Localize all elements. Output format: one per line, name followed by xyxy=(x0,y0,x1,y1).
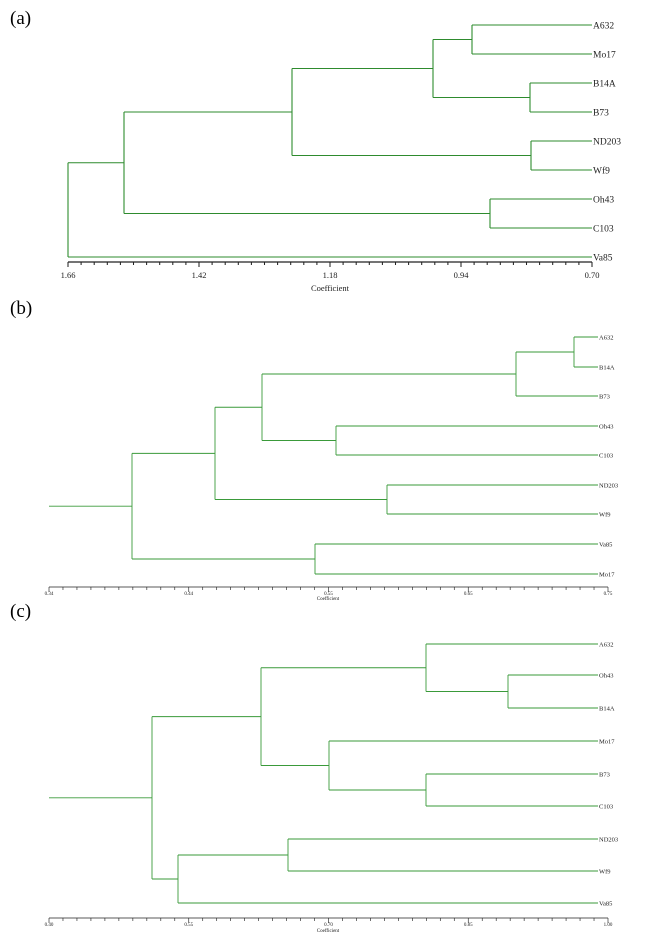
leaf-label: Mo17 xyxy=(593,50,616,60)
leaf-label: Oh43 xyxy=(593,195,614,205)
axis-tick-label: 0.65 xyxy=(464,592,473,597)
axis-title: Coefficient xyxy=(311,283,350,293)
leaf-label: B14A xyxy=(599,364,615,371)
leaf-label: ND203 xyxy=(599,836,618,843)
leaf-label: B14A xyxy=(599,705,615,712)
leaf-label: Mo17 xyxy=(599,738,615,745)
axis-tick-label: 0.55 xyxy=(184,923,193,928)
leaf-label: C103 xyxy=(593,224,614,234)
axis-tick-label: 0.70 xyxy=(324,923,333,928)
leaf-label: C103 xyxy=(599,803,613,810)
axis-tick-label: 0.40 xyxy=(45,923,54,928)
leaf-label: ND203 xyxy=(593,137,621,147)
leaf-label: A632 xyxy=(599,641,613,648)
leaf-label: B14A xyxy=(593,79,616,89)
axis-tick-label: 0.44 xyxy=(184,592,193,597)
axis-title: Coefficient xyxy=(317,597,340,602)
leaf-label: Va85 xyxy=(599,541,612,548)
axis-tick-label: 1.18 xyxy=(323,270,338,280)
axis-tick-label: 0.70 xyxy=(585,270,600,280)
leaf-label: B73 xyxy=(599,393,610,400)
panel-label-a: (a) xyxy=(10,8,32,29)
leaf-label: Va85 xyxy=(593,253,613,263)
leaf-label: Wf9 xyxy=(599,868,611,875)
axis-tick-label: 0.34 xyxy=(45,592,54,597)
leaf-label: Oh43 xyxy=(599,672,613,679)
leaf-label: Mo17 xyxy=(599,571,615,578)
leaf-label: C103 xyxy=(599,452,613,459)
leaf-label: A632 xyxy=(593,21,614,31)
leaf-label: B73 xyxy=(593,108,609,118)
leaf-label: ND203 xyxy=(599,482,618,489)
leaf-label: Oh43 xyxy=(599,423,613,430)
leaf-label: B73 xyxy=(599,771,610,778)
axis-tick-label: 0.94 xyxy=(454,270,470,280)
leaf-label: Wf9 xyxy=(593,165,610,176)
leaf-label: Wf9 xyxy=(599,511,611,518)
leaf-label: A632 xyxy=(599,334,613,341)
panel-label-b: (b) xyxy=(10,298,33,319)
axis-tick-label: 0.85 xyxy=(464,923,473,928)
axis-title: Coefficient xyxy=(317,929,340,934)
panel-label-c: (c) xyxy=(10,601,32,622)
axis-tick-label: 1.00 xyxy=(604,923,613,928)
axis-tick-label: 0.75 xyxy=(604,592,613,597)
axis-tick-label: 1.66 xyxy=(61,270,76,280)
axis-tick-label: 1.42 xyxy=(192,270,207,280)
leaf-label: Va85 xyxy=(599,900,612,907)
axis-tick-label: 0.55 xyxy=(324,592,333,597)
